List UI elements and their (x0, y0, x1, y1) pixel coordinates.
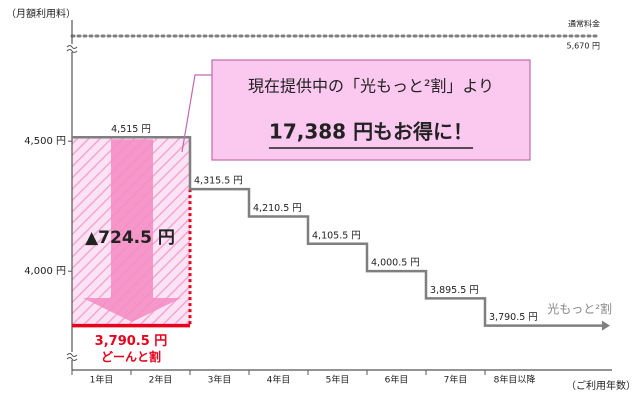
value-label: 3,790.5 円 (95, 334, 168, 349)
axis-break (66, 352, 78, 360)
value-label: 4,210.5 円 (253, 203, 302, 214)
y-axis-label: （月額利用料） (6, 7, 76, 20)
axis-break (66, 45, 78, 49)
y-tick-label: 4,500 円 (24, 136, 66, 147)
callout-line1: 現在提供中の「光もっと²割」より (248, 77, 494, 96)
x-tick-label: 8年目以降 (494, 374, 536, 386)
series-name: 光もっと²割 (547, 301, 612, 316)
callout-line2: 17,388 円もお得に！ (269, 120, 473, 144)
value-label: 4,000.5 円 (371, 258, 420, 269)
value-label: 4,515 円 (111, 124, 151, 135)
x-tick-label: 6年目 (385, 374, 409, 386)
callout-pointer (181, 74, 215, 153)
callout-box (211, 59, 531, 161)
x-axis-label: （ご利用年数） (566, 379, 636, 392)
value-label: 4,315.5 円 (194, 176, 243, 187)
savings-arrow (83, 139, 181, 322)
savings-label: ▲724.5 円 (85, 228, 175, 248)
x-tick-label: 2年目 (149, 374, 173, 386)
value-label: 3,790.5 円 (489, 312, 538, 323)
x-tick-label: 5年目 (326, 374, 350, 386)
step-line (72, 136, 602, 327)
x-tick-label: 3年目 (208, 374, 232, 386)
reference-label: 5,670 円 (567, 42, 600, 51)
x-tick-label: 4年目 (267, 374, 291, 386)
axis-break (66, 49, 78, 53)
value-label: 3,895.5 円 (430, 285, 479, 296)
axis-break (66, 357, 78, 361)
x-tick-label: 7年目 (444, 374, 468, 386)
value-label: 4,105.5 円 (312, 230, 361, 241)
axis-break (66, 353, 78, 357)
arrow-head (602, 320, 610, 331)
series-name: どーんと割 (101, 349, 161, 364)
x-tick-label: 1年目 (90, 374, 114, 386)
y-tick-label: 4,000 円 (24, 266, 66, 277)
axis-break (66, 44, 78, 52)
reference-name: 通常料金 (568, 19, 600, 29)
